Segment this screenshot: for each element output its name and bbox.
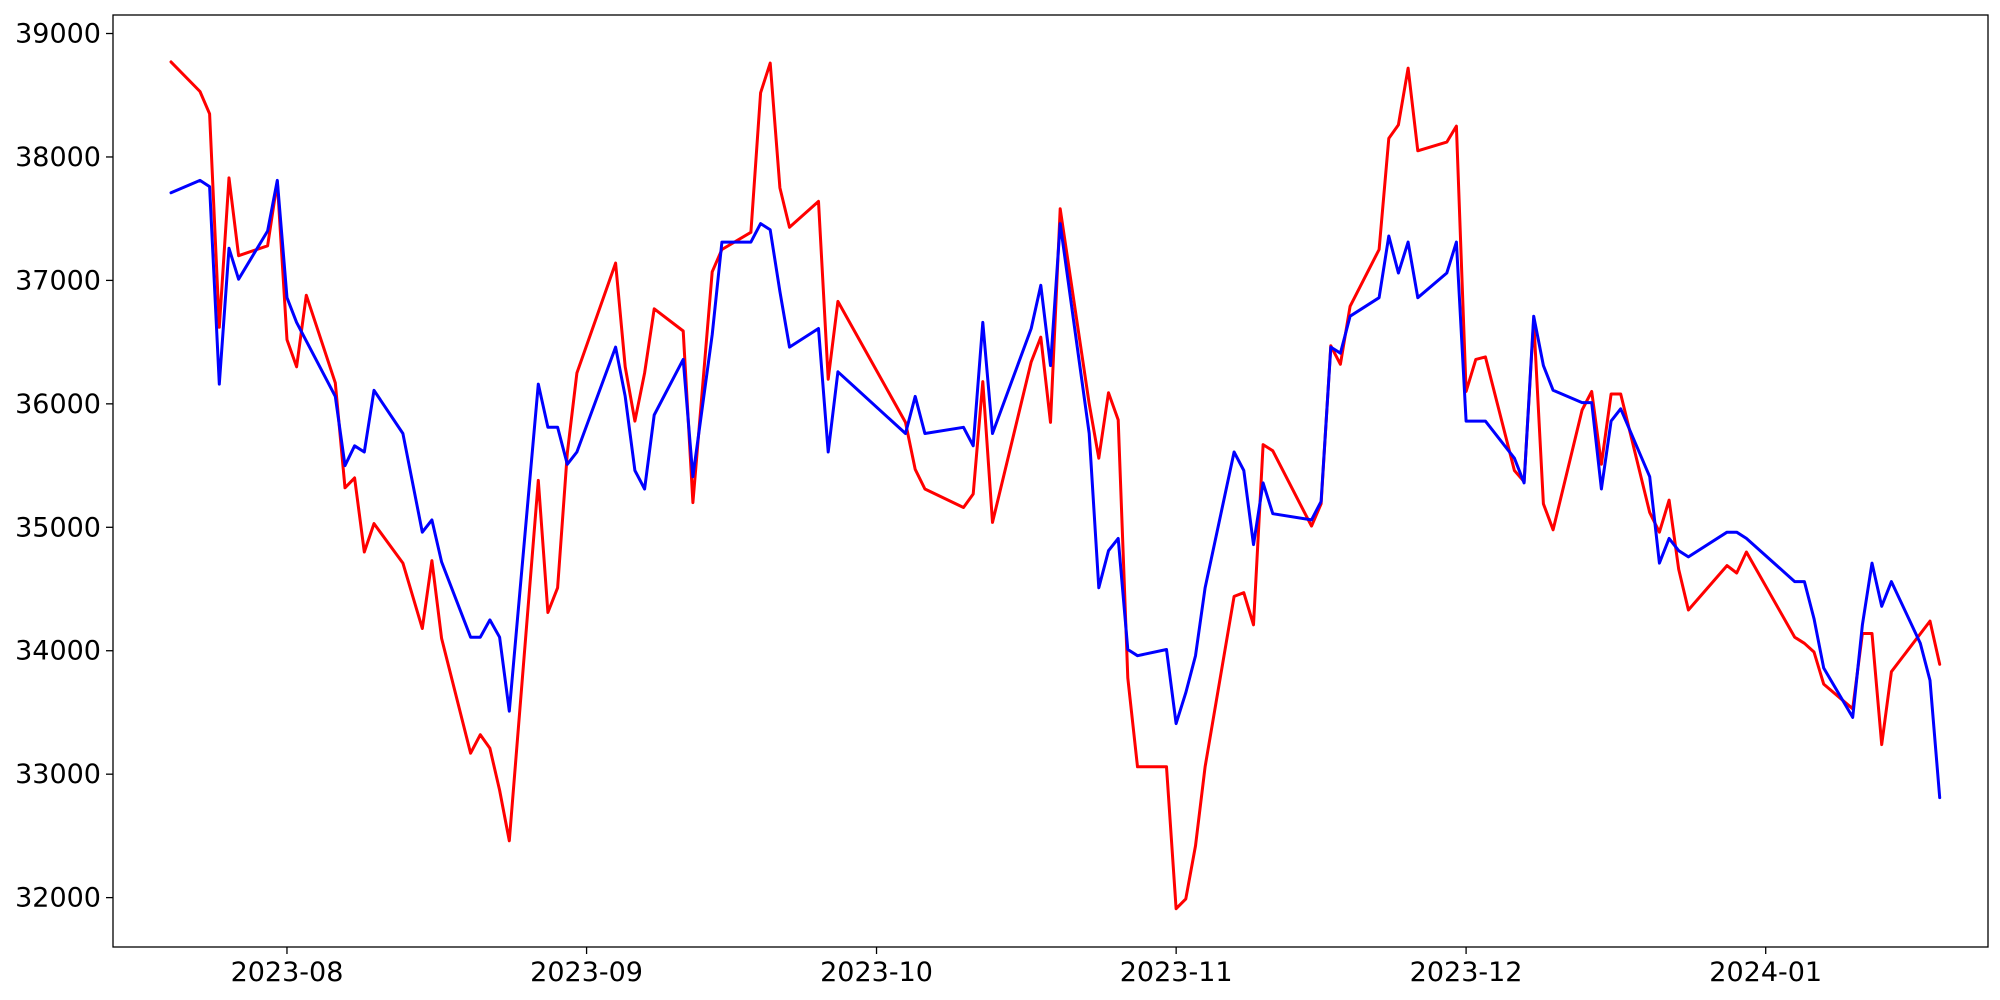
plot-frame <box>112 14 1989 948</box>
x-tick-label: 2023-11 <box>1120 957 1233 988</box>
series-layer <box>169 60 1942 911</box>
y-axis: 32000 33000 34000 35000 36000 37000 38000 39000 <box>15 19 113 914</box>
y-tick-label: 36000 <box>15 389 101 420</box>
series-line-1 <box>169 60 1942 911</box>
x-axis: 2023-08 2023-09 2023-10 2023-11 2023-12 2024-… <box>231 947 1822 988</box>
x-tick-label: 2023-09 <box>530 957 643 988</box>
y-tick-label: 39000 <box>15 19 101 50</box>
y-tick-label: 34000 <box>15 636 101 667</box>
x-tick-label: 2023-12 <box>1410 957 1523 988</box>
y-tick-label: 33000 <box>15 759 101 790</box>
y-tick-label: 35000 <box>15 512 101 543</box>
y-tick-label: 38000 <box>15 142 101 173</box>
series-line-2 <box>169 178 1942 800</box>
x-tick-label: 2023-08 <box>231 957 344 988</box>
y-tick-label: 32000 <box>15 883 101 914</box>
x-tick-label: 2023-10 <box>820 957 933 988</box>
y-tick-label: 37000 <box>15 265 101 296</box>
x-tick-label: 2024-01 <box>1709 957 1822 988</box>
